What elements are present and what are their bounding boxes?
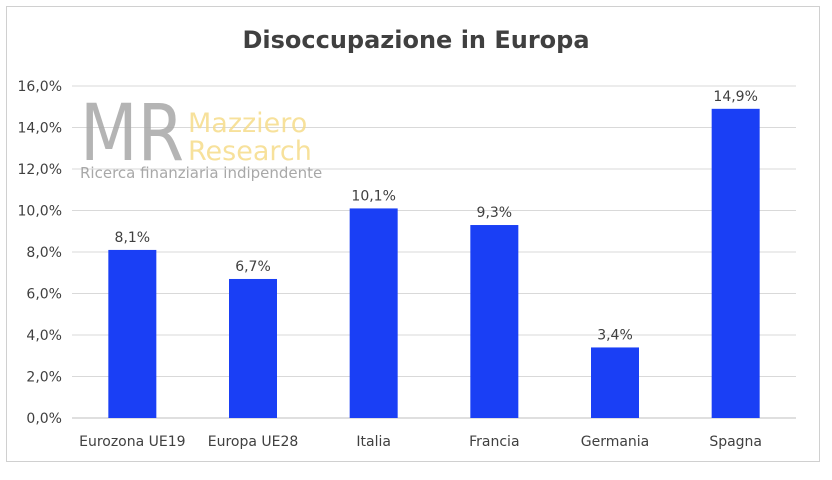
bar: [229, 278, 277, 418]
y-tick-label: 8,0%: [26, 245, 62, 261]
y-tick-label: 6,0%: [26, 287, 62, 303]
y-tick-label: 14,0%: [18, 121, 62, 137]
watermark-tagline: Ricerca finanziaria indipendente: [80, 164, 322, 182]
y-tick-label: 12,0%: [18, 162, 62, 178]
watermark-brand-line1: Mazziero: [188, 108, 307, 139]
bars: [108, 108, 760, 418]
bar: [711, 108, 760, 418]
watermark-logo: MR Mazziero Research Ricerca finanziaria…: [80, 89, 322, 182]
y-tick-label: 10,0%: [18, 204, 62, 220]
watermark-logo-letters: MR: [80, 89, 184, 179]
x-tick-label: Europa UE28: [208, 434, 299, 450]
data-label: 6,7%: [235, 259, 271, 275]
watermark-brand-line2: Research: [188, 136, 312, 167]
x-tick-label: Eurozona UE19: [79, 434, 185, 450]
data-labels: 8,1% 6,7% 10,1% 9,3% 3,4% 14,9%: [115, 89, 758, 344]
y-tick-label: 0,0%: [26, 411, 62, 427]
data-label: 14,9%: [713, 89, 757, 105]
x-tick-label: Italia: [356, 434, 391, 450]
bar: [470, 225, 519, 418]
data-label: 3,4%: [597, 327, 633, 343]
x-tick-label: Spagna: [709, 434, 762, 450]
y-tick-label: 16,0%: [18, 79, 62, 95]
bar: [349, 208, 398, 418]
chart-title: Disoccupazione in Europa: [242, 26, 590, 54]
x-tick-label: Germania: [581, 434, 650, 450]
x-tick-label: Francia: [469, 434, 519, 450]
data-label: 10,1%: [351, 188, 395, 204]
data-label: 9,3%: [477, 205, 513, 221]
y-tick-label: 4,0%: [26, 328, 62, 344]
y-axis-ticks: 0,0% 2,0% 4,0% 6,0% 8,0% 10,0% 12,0% 14,0% 16,0%: [18, 79, 62, 427]
bar: [108, 249, 157, 418]
data-label: 8,1%: [115, 230, 151, 246]
gridlines: [72, 85, 796, 419]
bar: [591, 347, 639, 418]
category-labels: Eurozona UE19 Europa UE28 Italia Francia Ger…: [79, 434, 762, 450]
y-tick-label: 2,0%: [26, 370, 62, 386]
